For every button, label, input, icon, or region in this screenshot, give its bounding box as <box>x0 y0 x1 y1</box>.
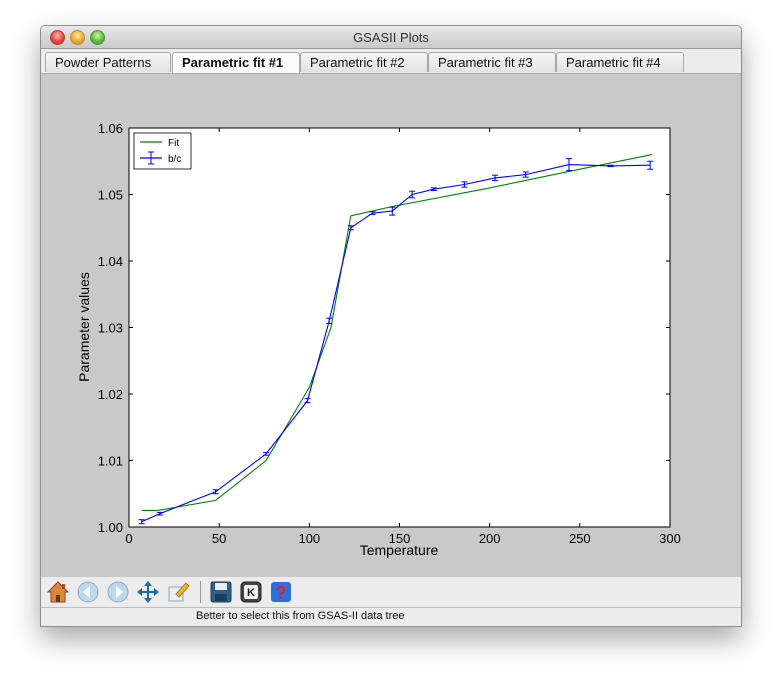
x-tick-label: 150 <box>389 531 411 546</box>
configure-subplots-icon[interactable] <box>166 580 190 604</box>
svg-text:?: ? <box>276 583 287 603</box>
errorbar-b-c <box>492 174 499 182</box>
tab-parametric-fit-3[interactable]: Parametric fit #3 <box>428 52 556 72</box>
parametric-fit-chart[interactable]: 0 50 100 150 200 250 300 1.00 1.01 1.02 1.03 1.04 1.… <box>41 74 741 578</box>
x-axis-label: Temperature <box>360 542 439 558</box>
minimize-window-icon[interactable] <box>70 30 85 45</box>
tab-parametric-fit-2[interactable]: Parametric fit #2 <box>300 52 428 72</box>
errorbar-b-c <box>566 158 573 172</box>
x-tick-label: 250 <box>569 531 591 546</box>
errorbar-b-c <box>522 171 529 178</box>
errorbar-b-c <box>461 181 468 188</box>
window-title: GSASII Plots <box>353 30 429 45</box>
errorbar-b-c <box>389 206 396 216</box>
y-axis-label: Parameter values <box>76 272 92 382</box>
errorbar-b-c <box>409 190 416 199</box>
y-tick-label: 1.04 <box>98 254 123 269</box>
forward-arrow-icon[interactable] <box>106 580 130 604</box>
plot-panel: 0 50 100 150 200 250 300 1.00 1.01 1.02 1.03 1.04 1.… <box>41 73 741 578</box>
toolbar-separator <box>200 581 201 603</box>
gsas-plots-window: GSASII Plots Powder Patterns Parametric … <box>40 25 742 627</box>
svg-text:K: K <box>247 587 255 599</box>
home-icon[interactable] <box>46 580 70 604</box>
keyboard-k-icon[interactable]: K <box>239 580 263 604</box>
x-tick-label: 100 <box>298 531 320 546</box>
plot-tab-bar: Powder Patterns Parametric fit #1 Parame… <box>45 52 737 74</box>
errorbar-b-c <box>430 187 437 192</box>
save-disk-icon[interactable] <box>209 580 233 604</box>
legend: Fit b/c <box>133 132 192 170</box>
tab-parametric-fit-1[interactable]: Parametric fit #1 <box>172 52 300 74</box>
zoom-window-icon[interactable] <box>90 30 105 45</box>
tab-parametric-fit-4[interactable]: Parametric fit #4 <box>556 52 684 72</box>
y-tick-label: 1.01 <box>98 454 123 469</box>
x-tick-label: 200 <box>479 531 501 546</box>
legend-box <box>133 132 192 170</box>
x-tick-label: 0 <box>125 531 132 546</box>
errorbar-b-c <box>347 225 354 231</box>
errorbar-b-c <box>304 398 311 404</box>
y-tick-label: 1.05 <box>98 188 123 203</box>
status-message: Better to select this from GSAS-II data … <box>196 610 405 622</box>
title-bar[interactable]: GSASII Plots <box>41 26 741 49</box>
x-tick-label: 50 <box>212 531 226 546</box>
close-window-icon[interactable] <box>50 30 65 45</box>
errorbar-b-c <box>212 489 219 495</box>
y-tick-label: 1.02 <box>98 387 123 402</box>
pan-move-icon[interactable] <box>136 580 160 604</box>
plot-toolbar: K ? <box>41 577 741 607</box>
errorbar-b-c <box>326 317 333 325</box>
errorbar-b-c <box>156 511 163 516</box>
errorbar-b-c <box>647 160 654 170</box>
errorbar-b-c <box>369 211 376 215</box>
x-tick-label: 300 <box>659 531 681 546</box>
y-tick-label: 1.03 <box>98 321 123 336</box>
legend-fit-label: Fit <box>168 138 179 149</box>
help-question-icon[interactable]: ? <box>269 580 293 604</box>
errorbar-b-c <box>263 452 270 456</box>
tab-powder-patterns[interactable]: Powder Patterns <box>45 52 171 72</box>
series-line-fit <box>141 154 653 511</box>
y-tick-label: 1.06 <box>98 121 123 136</box>
plot-area <box>128 127 671 528</box>
errorbar-b-c <box>138 519 145 525</box>
back-arrow-icon[interactable] <box>76 580 100 604</box>
status-bar: Better to select this from GSAS-II data … <box>41 607 741 626</box>
errorbar-b-c <box>607 164 614 168</box>
legend-bc-label: b/c <box>168 154 181 165</box>
y-tick-label: 1.00 <box>98 520 123 535</box>
